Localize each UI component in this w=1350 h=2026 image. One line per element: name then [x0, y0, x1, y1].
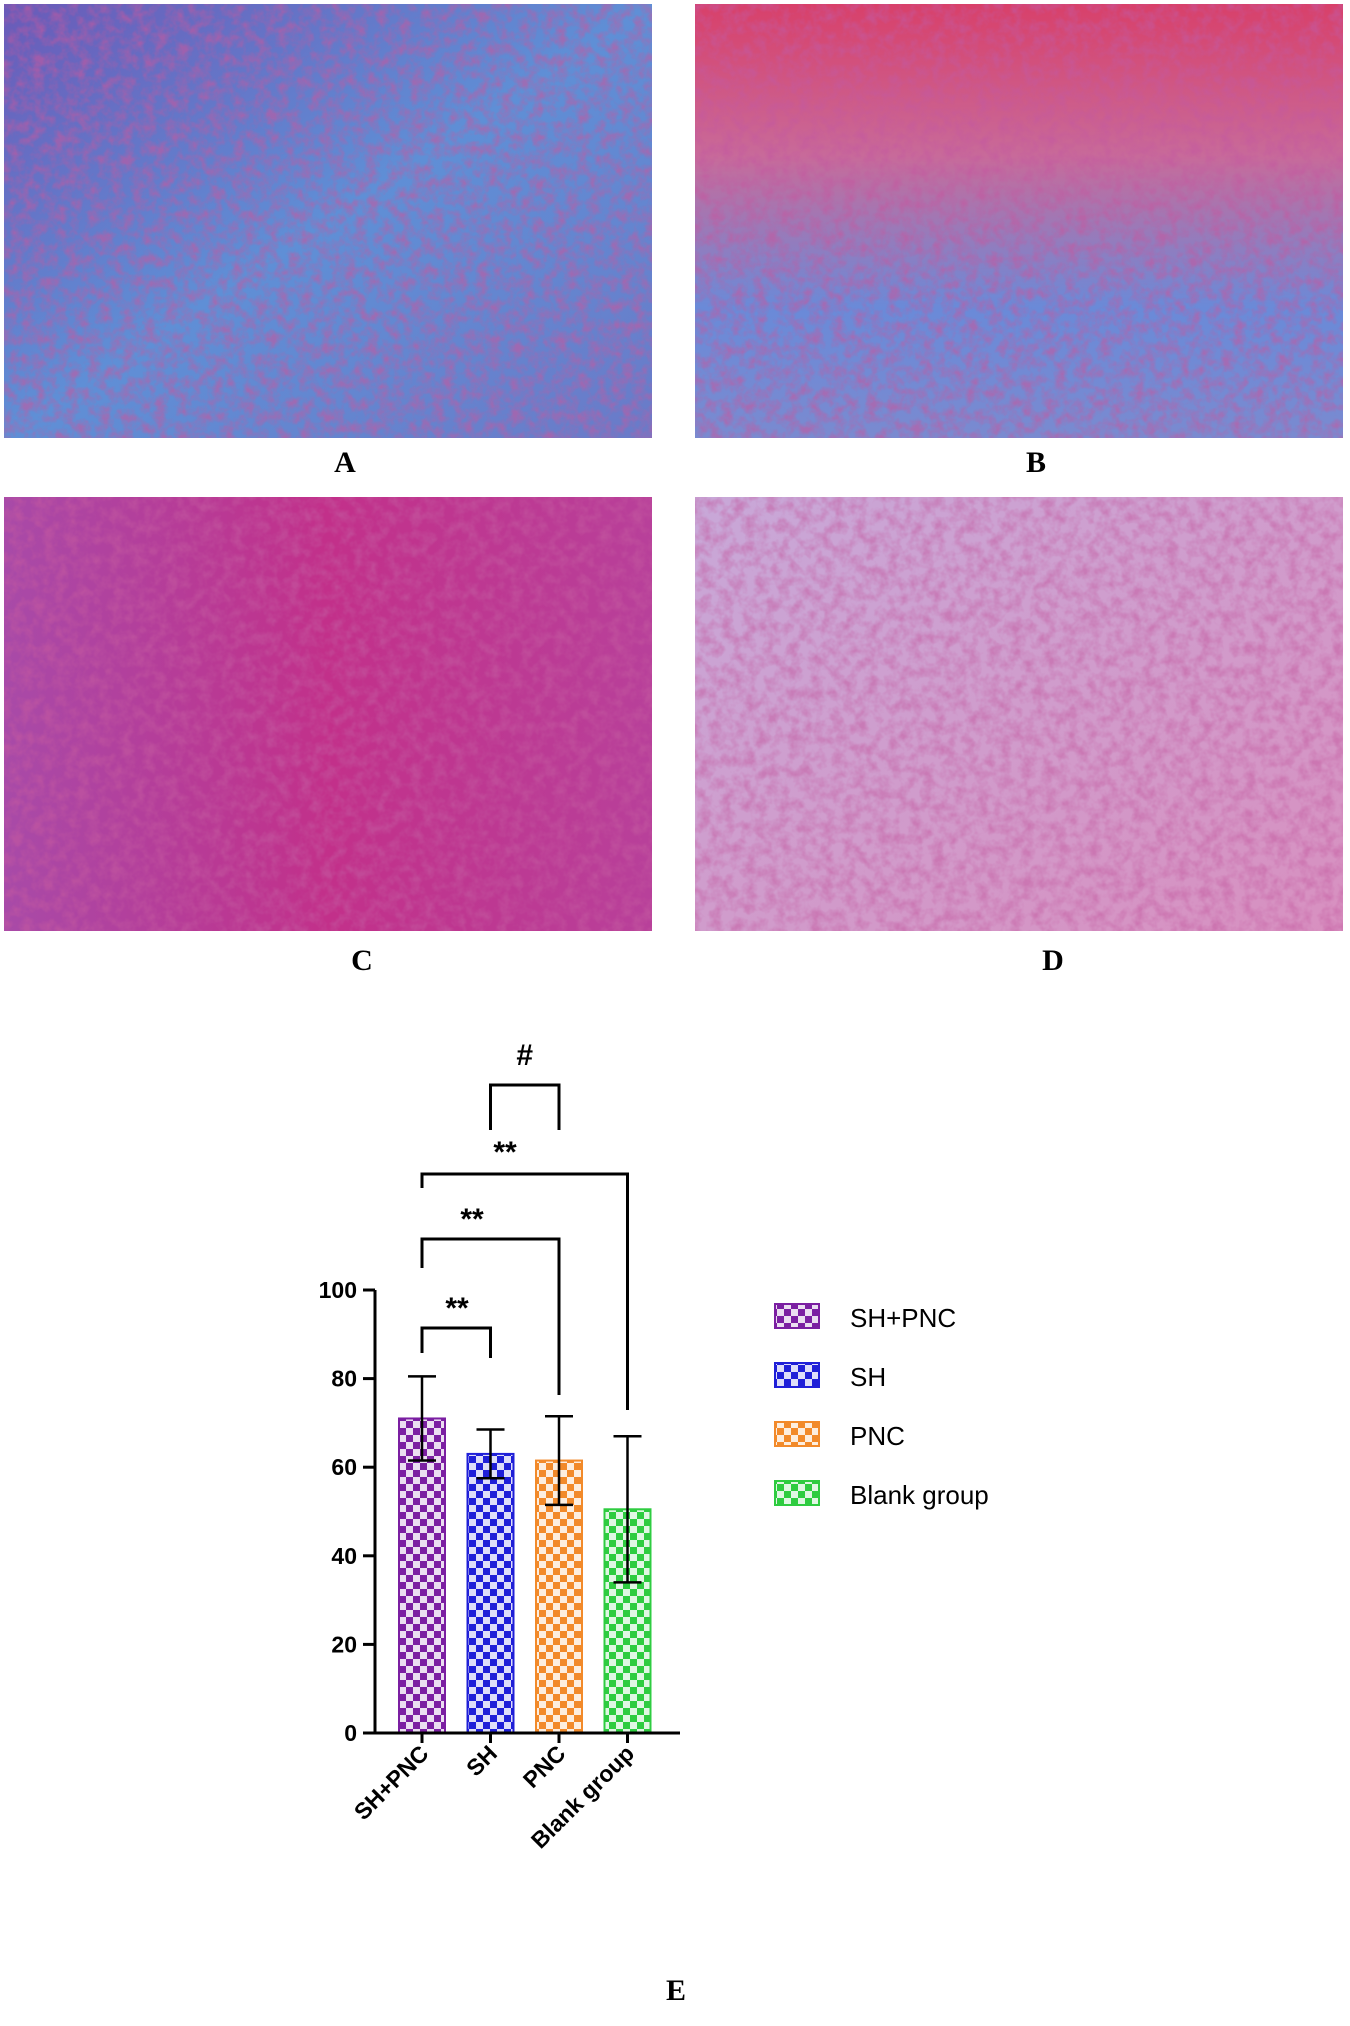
panel-label: D [1042, 944, 1064, 977]
panel-label: B [1026, 446, 1046, 479]
micrograph-b [695, 4, 1343, 438]
x-tick-label: SH+PNC [349, 1740, 434, 1825]
significance-label: # [516, 1039, 533, 1072]
significance-bracket [420, 1172, 629, 1410]
panel-label: C [351, 944, 373, 977]
significance-bracket [420, 1237, 561, 1395]
micrograph-a [4, 4, 652, 438]
x-tick-label: SH [461, 1740, 502, 1781]
micrograph-d [695, 497, 1343, 931]
panel-label: A [334, 446, 356, 479]
legend-label: SH+PNC [850, 1303, 956, 1333]
significance-label: ** [460, 1203, 484, 1236]
significance-bracket [489, 1083, 561, 1130]
x-tick-label: PNC [518, 1740, 571, 1793]
bar [398, 1417, 446, 1734]
significance-label: ** [493, 1136, 517, 1169]
y-tick-label: 40 [331, 1543, 357, 1569]
y-tick-label: 20 [331, 1631, 357, 1657]
bar [466, 1452, 515, 1735]
y-tick-label: 0 [344, 1720, 357, 1746]
legend-swatch [774, 1480, 820, 1506]
y-tick-label: 60 [331, 1454, 357, 1480]
significance-label: ** [445, 1292, 469, 1325]
y-tick-label: 100 [319, 1277, 357, 1303]
legend-label: PNC [850, 1421, 905, 1451]
legend-swatch [774, 1303, 820, 1329]
micrograph-c [4, 497, 652, 931]
legend-label: SH [850, 1362, 886, 1392]
figure-label: E [666, 1974, 686, 2007]
legend-swatch [774, 1362, 820, 1388]
significance-bracket [420, 1326, 492, 1358]
legend-swatch [774, 1421, 820, 1447]
legend-label: Blank group [850, 1480, 989, 1510]
y-tick-label: 80 [331, 1366, 357, 1392]
